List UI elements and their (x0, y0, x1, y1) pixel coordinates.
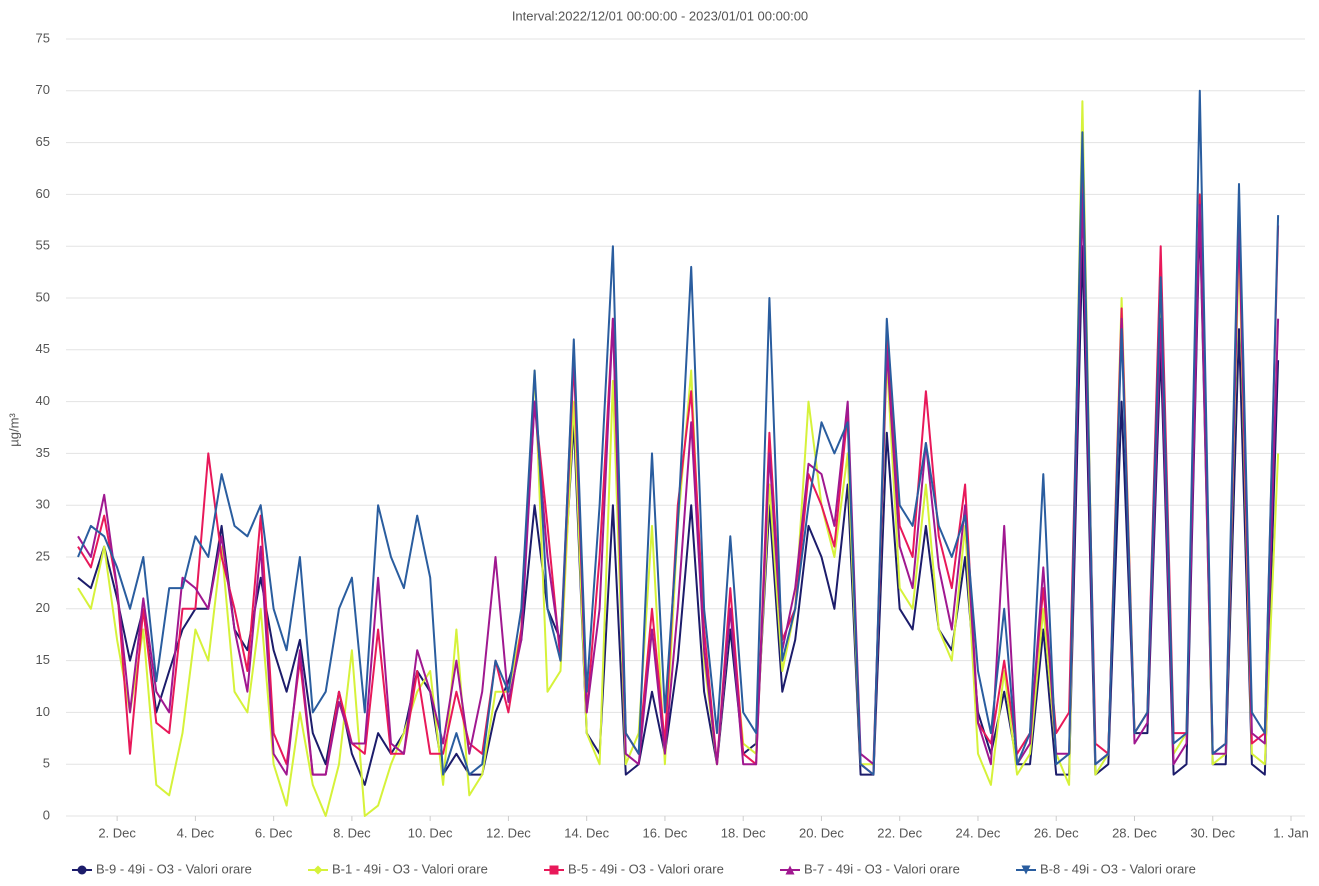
series-line (77, 100, 1280, 817)
y-tick-label: 65 (36, 134, 50, 149)
y-tick-label: 45 (36, 341, 50, 356)
series-line (77, 162, 1280, 776)
y-tick-label: 50 (36, 289, 50, 304)
legend-marker (549, 865, 559, 875)
legend-label: B-8 - 49i - O3 - Valori orare (1040, 861, 1196, 876)
y-tick-label: 5 (43, 756, 50, 771)
x-tick-label: 12. Dec (486, 825, 531, 840)
x-tick-label: 18. Dec (721, 825, 766, 840)
legend-marker (785, 865, 795, 875)
legend-marker (77, 865, 87, 875)
legend-label: B-5 - 49i - O3 - Valori orare (568, 861, 724, 876)
legend-marker (1021, 865, 1031, 875)
x-tick-label: 30. Dec (1190, 825, 1235, 840)
series-line (77, 89, 1280, 776)
series-line (77, 193, 1280, 776)
y-tick-label: 25 (36, 548, 50, 563)
x-tick-label: 28. Dec (1112, 825, 1157, 840)
y-tick-label: 0 (43, 807, 50, 822)
y-tick-label: 40 (36, 393, 50, 408)
x-tick-label: 22. Dec (877, 825, 922, 840)
legend-label: B-9 - 49i - O3 - Valori orare (96, 861, 252, 876)
y-tick-label: 30 (36, 497, 50, 512)
y-tick-label: 75 (36, 30, 50, 45)
x-tick-label: 6. Dec (255, 825, 293, 840)
y-tick-label: 70 (36, 82, 50, 97)
chart-title: Interval:2022/12/01 00:00:00 - 2023/01/0… (512, 8, 808, 23)
y-tick-label: 35 (36, 445, 50, 460)
x-tick-label: 2. Dec (98, 825, 136, 840)
y-tick-label: 15 (36, 652, 50, 667)
x-tick-label: 26. Dec (1034, 825, 1079, 840)
x-tick-label: 1. Jan (1273, 825, 1308, 840)
y-tick-label: 55 (36, 238, 50, 253)
x-tick-label: 16. Dec (643, 825, 688, 840)
x-tick-label: 8. Dec (333, 825, 371, 840)
y-tick-label: 60 (36, 186, 50, 201)
x-tick-label: 10. Dec (408, 825, 453, 840)
legend-marker (313, 865, 323, 875)
y-tick-label: 20 (36, 600, 50, 615)
x-tick-label: 14. Dec (564, 825, 609, 840)
x-tick-label: 20. Dec (799, 825, 844, 840)
legend-label: B-1 - 49i - O3 - Valori orare (332, 861, 488, 876)
x-tick-label: 24. Dec (956, 825, 1001, 840)
y-tick-label: 10 (36, 704, 50, 719)
x-tick-label: 4. Dec (177, 825, 215, 840)
y-axis-label: µg/m³ (6, 413, 21, 447)
legend-label: B-7 - 49i - O3 - Valori orare (804, 861, 960, 876)
